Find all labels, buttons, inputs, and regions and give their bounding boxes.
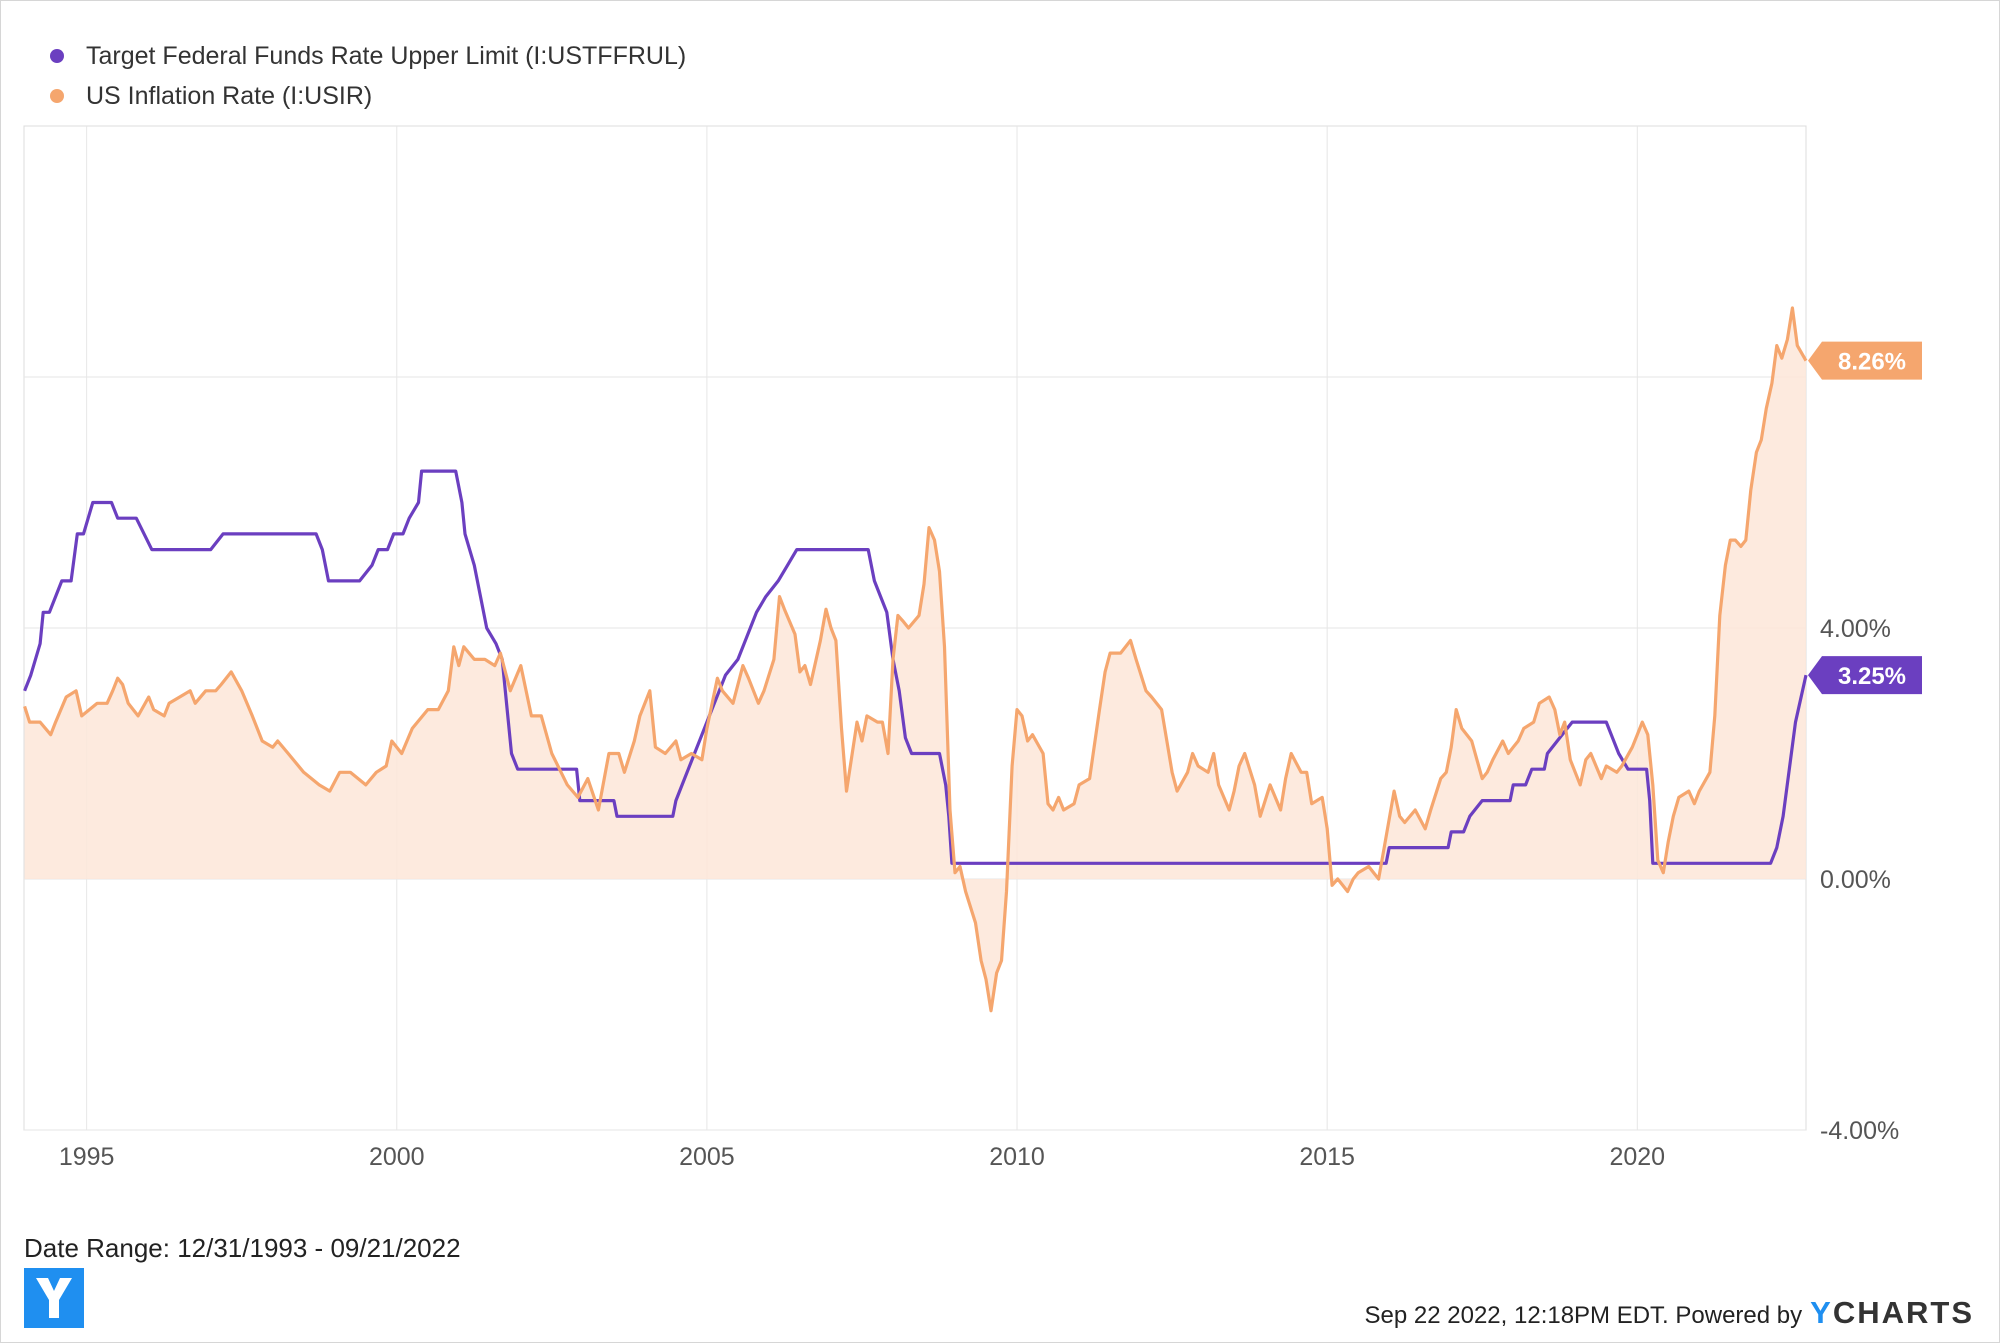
date-range-label: Date Range: 12/31/1993 - 09/21/2022	[24, 1233, 461, 1263]
series-lines	[23, 306, 1808, 1013]
end-label-text: 3.25%	[1838, 663, 1906, 690]
x-tick-label: 2015	[1299, 1143, 1355, 1171]
legend-item-fed-funds[interactable]: Target Federal Funds Rate Upper Limit (I…	[50, 36, 686, 76]
area-fill-1	[24, 308, 1807, 1011]
brand-rest: CHARTS	[1832, 1295, 1974, 1330]
x-tick-label: 2005	[679, 1143, 735, 1171]
y-tick-label: 4.00%	[1820, 615, 1891, 643]
area-fill-layer	[24, 308, 1807, 1011]
ycharts-logo[interactable]	[24, 1268, 84, 1328]
fed-funds-end-label: 3.25%	[1808, 656, 1922, 695]
x-tick-label: 2010	[989, 1143, 1045, 1171]
footer: Sep 22 2022, 12:18PM EDT. Powered by YCH…	[1365, 1295, 1974, 1331]
x-tick-label: 2000	[369, 1143, 425, 1171]
y-tick-label: 0.00%	[1820, 866, 1891, 894]
y-logo-icon	[36, 1278, 72, 1318]
axes: 1995 2000 2005 2010 2015 2020 -4.00% 0.00% 4.00%	[59, 615, 1899, 1171]
y-tick-label: -4.00%	[1820, 1117, 1899, 1145]
footer-timestamp: Sep 22 2022, 12:18PM EDT. Powered by	[1364, 1302, 1803, 1329]
end-label-badge	[1808, 341, 1922, 380]
legend: Target Federal Funds Rate Upper Limit (I…	[50, 36, 686, 116]
inflation-end-label: 8.26%	[1808, 341, 1922, 380]
brand-y: Y	[1810, 1295, 1833, 1330]
legend-label-fed-funds: Target Federal Funds Rate Upper Limit (I…	[86, 41, 687, 70]
inflation-rate-line[interactable]	[23, 306, 1808, 1013]
legend-item-inflation[interactable]: US Inflation Rate (I:USIR)	[50, 76, 686, 116]
x-tick-label: 2020	[1609, 1143, 1665, 1171]
end-label-badge	[1808, 656, 1922, 695]
ycharts-brand[interactable]: YCHARTS	[1810, 1295, 1974, 1331]
x-tick-label: 1995	[59, 1143, 115, 1171]
end-label-text: 8.26%	[1838, 349, 1906, 376]
legend-label-inflation: US Inflation Rate (I:USIR)	[86, 81, 373, 110]
end-value-labels: 3.25% 8.26%	[1808, 341, 1922, 695]
legend-marker-inflation	[50, 89, 64, 103]
legend-marker-fed-funds	[50, 49, 64, 63]
